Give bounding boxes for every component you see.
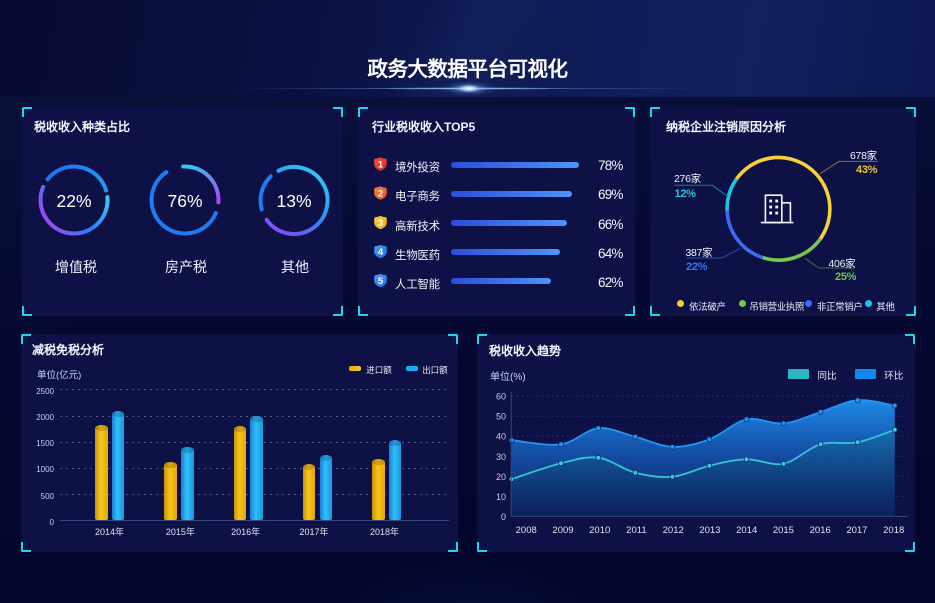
svg-text:4: 4 bbox=[378, 247, 384, 258]
svg-text:2: 2 bbox=[378, 188, 383, 199]
svg-text:13%: 13% bbox=[276, 191, 311, 211]
svg-text:2017: 2017 bbox=[846, 525, 867, 536]
svg-text:30: 30 bbox=[496, 452, 506, 462]
svg-text:房产税: 房产税 bbox=[165, 259, 207, 275]
svg-text:2011: 2011 bbox=[626, 525, 646, 536]
svg-text:2008: 2008 bbox=[516, 525, 537, 536]
svg-text:60: 60 bbox=[496, 392, 506, 402]
svg-text:0: 0 bbox=[501, 512, 506, 522]
svg-text:2016: 2016 bbox=[810, 525, 831, 536]
svg-text:3: 3 bbox=[378, 218, 383, 229]
svg-text:2015: 2015 bbox=[773, 525, 794, 536]
svg-text:22%: 22% bbox=[56, 191, 91, 211]
svg-text:2012: 2012 bbox=[663, 525, 684, 536]
svg-text:2014: 2014 bbox=[736, 525, 757, 536]
svg-text:50: 50 bbox=[496, 412, 506, 422]
svg-text:其他: 其他 bbox=[281, 259, 309, 275]
svg-text:增值税: 增值税 bbox=[55, 259, 97, 275]
svg-text:10: 10 bbox=[496, 492, 506, 502]
svg-text:1: 1 bbox=[378, 159, 384, 170]
svg-text:2009: 2009 bbox=[552, 525, 573, 536]
svg-text:20: 20 bbox=[496, 472, 506, 482]
svg-text:76%: 76% bbox=[167, 191, 202, 211]
svg-text:2018: 2018 bbox=[883, 525, 904, 536]
svg-text:2010: 2010 bbox=[589, 525, 610, 536]
svg-text:5: 5 bbox=[378, 276, 384, 287]
svg-text:2013: 2013 bbox=[699, 525, 720, 536]
svg-text:40: 40 bbox=[496, 432, 506, 442]
